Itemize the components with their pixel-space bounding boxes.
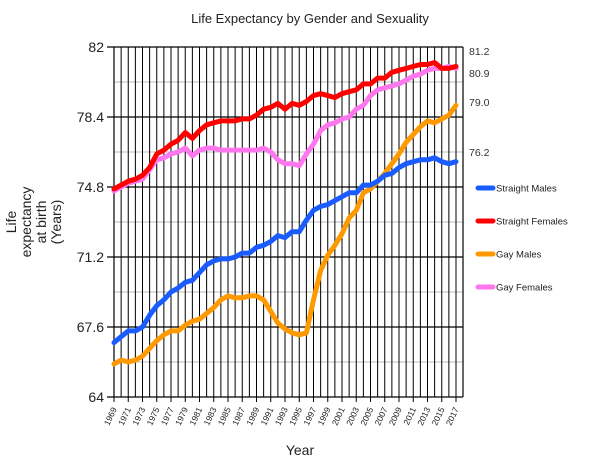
end-value-label: 79.0	[469, 97, 490, 109]
y-axis-label-line: Life	[3, 211, 19, 234]
series-line-straight-males	[111, 155, 459, 346]
series-lines	[111, 60, 459, 367]
y-tick-label: 71.2	[77, 249, 104, 265]
end-value-label: 81.2	[469, 46, 490, 58]
y-axis: 64 67.6 71.2 74.8 78.4 82	[77, 39, 104, 405]
series-line-straight-females	[111, 60, 459, 192]
legend-label: Gay Females	[496, 283, 553, 294]
series-line-gay-males	[111, 102, 459, 367]
legend-label: Gay Males	[496, 250, 542, 261]
end-value-label: 80.9	[469, 68, 490, 80]
end-value-label: 76.2	[469, 147, 490, 159]
chart-title: Life Expectancy by Gender and Sexuality	[191, 11, 429, 26]
y-axis-label: Life expectancy at birth (Years)	[3, 187, 64, 258]
y-tick-label: 67.6	[77, 319, 104, 335]
y-axis-label-group: Life expectancy at birth (Years)	[3, 187, 64, 258]
end-labels: 76.2 81.2 79.0 80.9	[469, 46, 490, 159]
y-axis-label-line: at birth	[33, 201, 49, 244]
y-axis-label-line: expectancy	[18, 187, 34, 258]
grid	[107, 46, 464, 402]
x-axis-label: Year	[286, 442, 315, 458]
x-tick-label: 2009	[387, 405, 404, 427]
x-axis: 1969197119731975197719791981198319851987…	[102, 405, 461, 427]
y-tick-label: 64	[88, 389, 104, 405]
x-tick-label: 2017	[444, 405, 461, 427]
y-tick-label: 78.4	[77, 109, 104, 125]
legend-label: Straight Females	[496, 217, 568, 228]
y-tick-label: 82	[88, 39, 104, 55]
legend: Straight Males Straight Females Gay Males G…	[475, 184, 568, 294]
y-axis-label-line: (Years)	[48, 200, 64, 245]
legend-label: Straight Males	[496, 184, 557, 195]
y-tick-label: 74.8	[77, 179, 104, 195]
series-line-gay-females	[111, 63, 459, 194]
